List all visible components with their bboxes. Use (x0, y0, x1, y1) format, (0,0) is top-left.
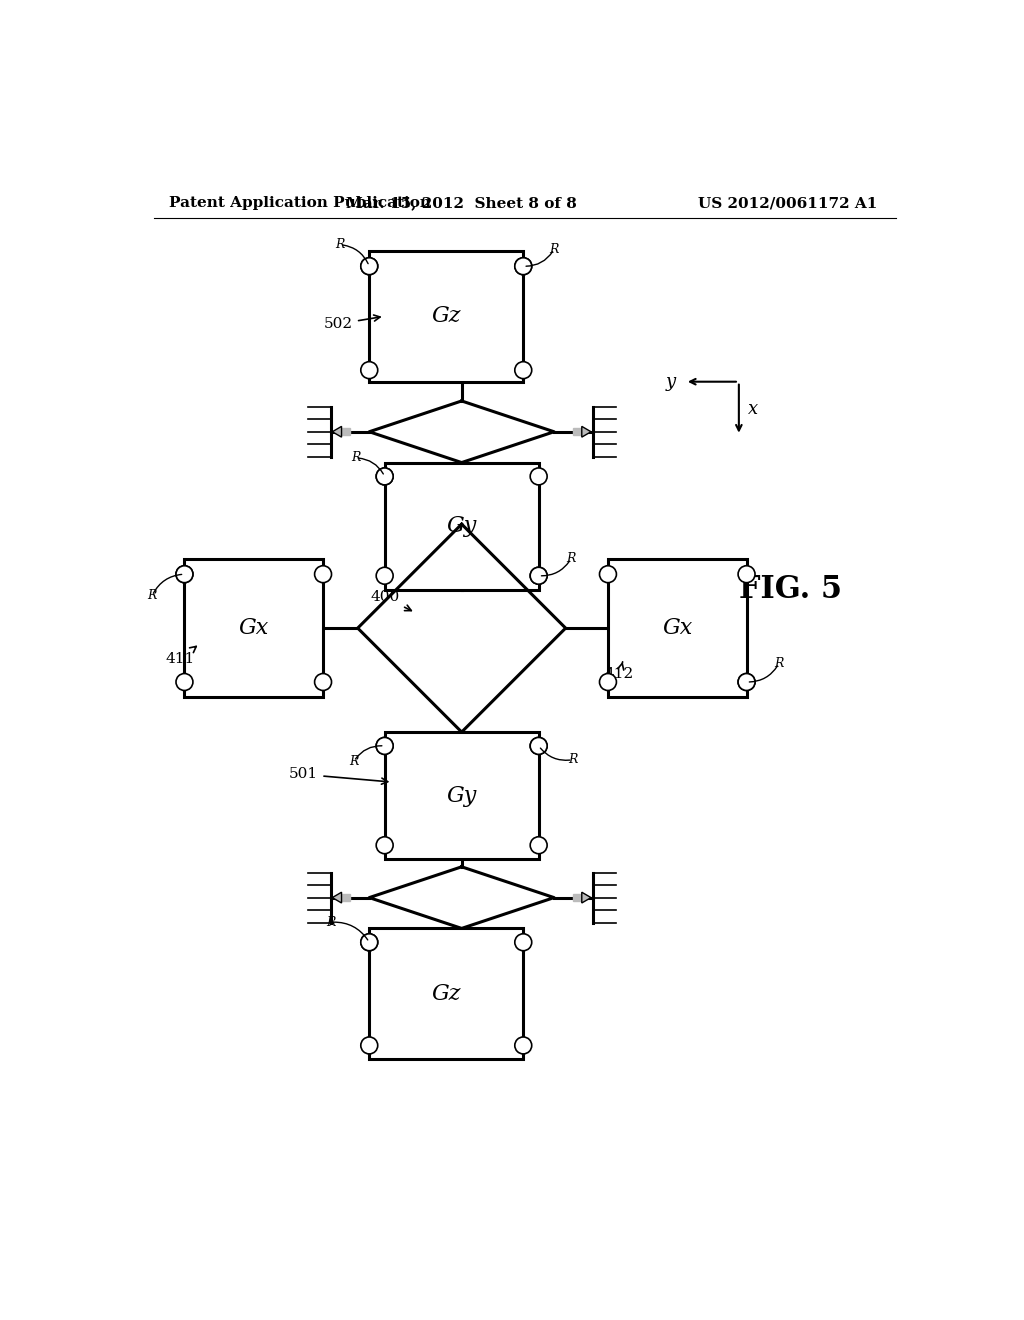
Bar (385, 733, 539, 859)
Text: Gy: Gy (446, 784, 477, 807)
Circle shape (360, 257, 378, 275)
Text: Gx: Gx (239, 618, 269, 639)
Circle shape (515, 257, 531, 275)
Circle shape (176, 566, 193, 582)
Text: R: R (147, 589, 157, 602)
Text: FIG. 5: FIG. 5 (739, 574, 842, 605)
Bar (342, 429, 350, 436)
Text: R: R (335, 238, 345, 251)
Circle shape (515, 1038, 531, 1053)
Circle shape (599, 566, 616, 582)
Circle shape (599, 673, 616, 690)
Circle shape (376, 738, 393, 755)
FancyArrowPatch shape (355, 746, 382, 759)
Text: R: R (349, 755, 358, 768)
Text: US 2012/0061172 A1: US 2012/0061172 A1 (698, 197, 878, 210)
Polygon shape (582, 892, 591, 903)
Bar (184, 558, 323, 697)
Text: Mar. 15, 2012  Sheet 8 of 8: Mar. 15, 2012 Sheet 8 of 8 (346, 197, 578, 210)
Circle shape (530, 837, 547, 854)
Text: y: y (666, 372, 676, 391)
Polygon shape (333, 426, 342, 437)
Circle shape (515, 362, 531, 379)
Bar (370, 928, 523, 1059)
FancyArrowPatch shape (526, 252, 553, 267)
FancyArrowPatch shape (541, 748, 569, 760)
Text: Gz: Gz (431, 305, 461, 327)
Bar (573, 894, 582, 902)
FancyArrowPatch shape (154, 574, 181, 593)
Bar (385, 462, 539, 590)
Circle shape (360, 933, 378, 950)
Circle shape (376, 469, 393, 484)
FancyArrowPatch shape (750, 665, 777, 682)
Circle shape (176, 673, 193, 690)
Text: R: R (568, 754, 578, 767)
Circle shape (515, 257, 531, 275)
Text: R: R (774, 657, 783, 671)
Bar (342, 894, 350, 902)
Circle shape (738, 673, 755, 690)
Text: 502: 502 (324, 315, 380, 331)
Circle shape (360, 257, 378, 275)
Text: 412: 412 (605, 661, 634, 681)
Polygon shape (582, 426, 591, 437)
FancyArrowPatch shape (343, 246, 368, 264)
Circle shape (360, 1038, 378, 1053)
Text: 411: 411 (166, 647, 197, 665)
Bar (573, 429, 582, 436)
Circle shape (530, 738, 547, 755)
Circle shape (530, 469, 547, 484)
Circle shape (176, 566, 193, 582)
Circle shape (738, 673, 755, 690)
FancyArrowPatch shape (542, 561, 569, 576)
FancyArrowPatch shape (334, 923, 368, 940)
Circle shape (314, 673, 332, 690)
Circle shape (314, 566, 332, 582)
Text: 501: 501 (289, 767, 388, 784)
Text: 400: 400 (370, 590, 412, 611)
Text: R: R (566, 552, 575, 565)
Circle shape (738, 566, 755, 582)
Circle shape (515, 933, 531, 950)
Circle shape (530, 568, 547, 585)
Polygon shape (333, 892, 342, 903)
Text: Gx: Gx (663, 618, 692, 639)
Text: x: x (749, 400, 758, 417)
Text: Gy: Gy (446, 515, 477, 537)
Text: R: R (350, 451, 360, 465)
Circle shape (376, 469, 393, 484)
Text: Gz: Gz (431, 983, 461, 1005)
Circle shape (376, 738, 393, 755)
Circle shape (530, 568, 547, 585)
FancyArrowPatch shape (358, 458, 383, 474)
Text: R: R (549, 243, 559, 256)
Circle shape (360, 362, 378, 379)
Text: R: R (326, 916, 336, 929)
Circle shape (360, 933, 378, 950)
Circle shape (376, 568, 393, 585)
Circle shape (530, 738, 547, 755)
Text: Patent Application Publication: Patent Application Publication (169, 197, 431, 210)
Bar (608, 558, 746, 697)
Bar (370, 251, 523, 381)
Circle shape (376, 837, 393, 854)
